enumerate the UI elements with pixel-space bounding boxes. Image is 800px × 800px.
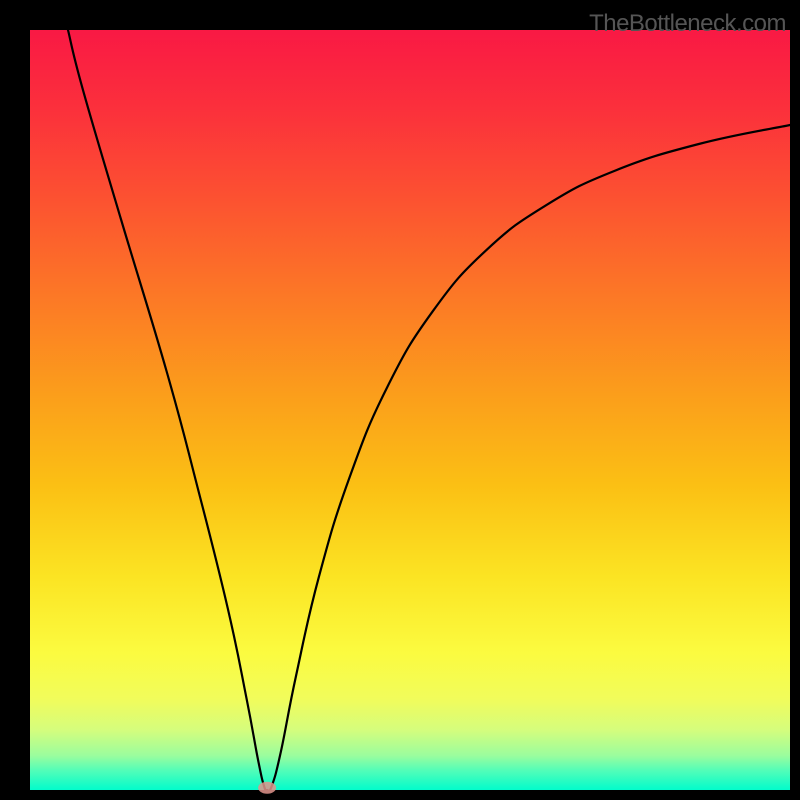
plot-background [30,30,790,790]
bottleneck-curve-chart [0,0,800,800]
watermark-text: TheBottleneck.com [589,10,786,38]
min-point-marker [258,782,276,794]
chart-frame: TheBottleneck.com [0,0,800,800]
